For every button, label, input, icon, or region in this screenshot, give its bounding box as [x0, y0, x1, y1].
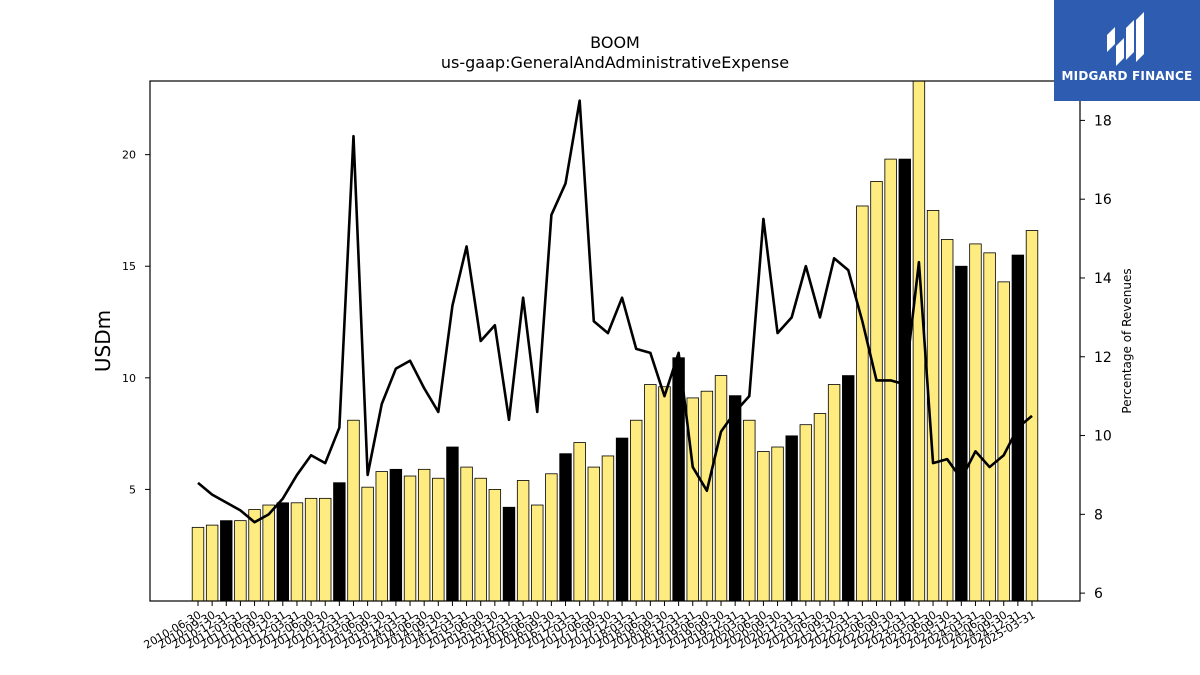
y2-tick-label: 12 — [1094, 350, 1112, 366]
logo-mark-icon — [1107, 12, 1144, 66]
bar — [573, 442, 586, 602]
bar — [856, 205, 869, 602]
bar — [403, 475, 417, 602]
bar — [191, 526, 205, 602]
bar — [516, 480, 530, 602]
bar — [827, 384, 841, 602]
chart-title: BOOM — [590, 33, 640, 52]
y2-tick-label: 10 — [1094, 429, 1112, 445]
y2-tick-label: 6 — [1094, 586, 1103, 602]
y2-tick-label: 18 — [1094, 113, 1112, 129]
plot-frame — [149, 80, 1081, 602]
brand-logo: MIDGARD FINANCE — [1054, 0, 1200, 101]
bar — [432, 477, 445, 602]
bar — [771, 446, 784, 602]
bar — [714, 375, 728, 602]
bar — [785, 435, 798, 602]
bar — [799, 424, 813, 602]
bar — [997, 281, 1010, 602]
bar — [446, 446, 459, 602]
bar — [658, 386, 671, 602]
bar — [545, 473, 558, 602]
bar — [333, 482, 346, 602]
bar — [347, 419, 360, 602]
bar — [220, 520, 233, 602]
y-tick-label: 15 — [122, 260, 136, 273]
bar — [205, 524, 219, 602]
bar — [417, 468, 431, 602]
bar — [375, 471, 388, 602]
bar — [955, 265, 968, 602]
line-series — [197, 99, 1033, 524]
x-axis-ticks: 2010-06-302010-09-302010-12-312011-03-31… — [142, 601, 1038, 652]
bar — [940, 239, 954, 602]
y-axis-ticks: 5 10 15 20 — [122, 149, 150, 496]
bar — [262, 504, 275, 602]
bar — [460, 466, 473, 602]
bar — [531, 504, 544, 602]
y-tick-label: 20 — [122, 149, 136, 162]
bar — [488, 489, 502, 602]
bar — [813, 413, 827, 602]
y2-tick-label: 14 — [1094, 271, 1112, 287]
bar — [842, 375, 855, 602]
bar — [1025, 230, 1039, 602]
y-tick-label: 10 — [122, 372, 136, 385]
bar — [474, 477, 487, 602]
bar — [644, 384, 657, 602]
y2-tick-label: 8 — [1094, 507, 1103, 523]
bar — [615, 437, 629, 602]
y2-tick-label: 16 — [1094, 192, 1112, 208]
bar — [743, 419, 756, 602]
bar — [983, 252, 996, 602]
bar — [700, 390, 714, 602]
bar — [630, 419, 643, 602]
chart-subtitle: us-gaap:GeneralAndAdministrativeExpense — [441, 53, 789, 72]
bar — [728, 395, 742, 602]
bar — [389, 468, 403, 602]
bar — [290, 502, 304, 602]
bar — [870, 181, 883, 602]
bar — [757, 451, 770, 602]
bar — [601, 455, 615, 602]
bar — [304, 497, 318, 602]
line-layer — [197, 99, 1033, 524]
bar — [234, 520, 247, 602]
bar — [969, 243, 982, 602]
bar — [502, 506, 516, 602]
y2-axis-label: Percentage of Revenues — [1120, 268, 1134, 413]
bar — [276, 502, 290, 602]
bar — [319, 497, 332, 602]
bar — [559, 453, 572, 602]
logo-text: MIDGARD FINANCE — [1061, 69, 1193, 83]
bar — [587, 466, 600, 602]
y-tick-label: 5 — [129, 483, 136, 496]
bar — [361, 486, 374, 602]
y2-axis-ticks: 6 8 10 12 14 16 18 — [1080, 113, 1112, 602]
bar — [912, 80, 926, 602]
y-axis-label: USDm — [91, 310, 115, 372]
